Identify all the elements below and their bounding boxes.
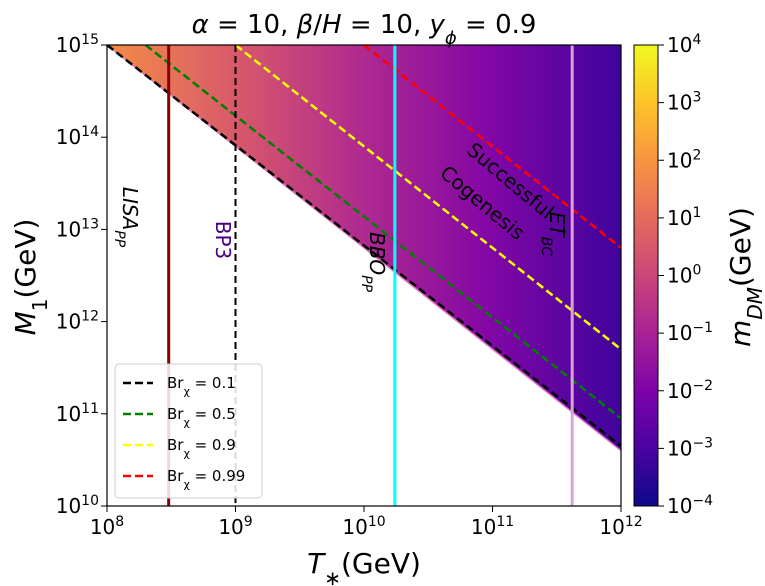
colorbar [633, 44, 659, 507]
legend-entry: Brχ = 0.5 [167, 405, 236, 429]
colorbar-ticks: 104 103 102 101 100 10−1 10−2 10−3 10−4 [658, 32, 713, 518]
legend-entry: Brχ = 0.1 [167, 374, 236, 398]
x-axis-label: T∗(GeV) [307, 547, 421, 586]
colorbar-tick-label: 10−2 [667, 378, 713, 403]
y-tick-label: 1014 [56, 124, 99, 149]
plot-area [107, 45, 621, 506]
x-tick-label: 108 [90, 514, 124, 539]
series-line-br-0-99 [363, 45, 621, 249]
annotation-et: ETBC [538, 212, 569, 256]
x-tick-label: 1011 [471, 514, 514, 539]
legend-box [114, 363, 263, 499]
annotation-bbo: BBOPP [358, 232, 389, 293]
colorbar-tick-label: 10−1 [667, 320, 713, 345]
series-line-br-0-1 [107, 45, 621, 448]
legend-entry: Brχ = 0.9 [167, 436, 236, 460]
x-axis-ticks: 108 109 1010 1011 1012 [90, 506, 643, 539]
annotation-lisa: LISAPP [111, 187, 142, 248]
y-axis-ticks: 1010 1011 1012 1013 1014 1015 [56, 32, 107, 518]
legend: Brχ = 0.1 Brχ = 0.5 Brχ = 0.9 Brχ = 0.99 [114, 363, 263, 499]
annotation-bp3: BP3 [211, 221, 235, 260]
x-tick-label: 1012 [599, 514, 642, 539]
y-tick-label: 1012 [56, 309, 99, 334]
series-lines [107, 45, 621, 448]
colorbar-tick-label: 101 [667, 205, 701, 230]
series-line-br-0-9 [234, 45, 621, 351]
colorbar-tick-label: 104 [667, 32, 701, 57]
y-tick-label: 1010 [56, 493, 99, 518]
chart-title: α = 10, β/H = 10, yϕ = 0.9 [192, 10, 537, 49]
colorbar-label: mDM(GeV) [724, 207, 765, 347]
colorbar-tick-label: 103 [667, 90, 701, 115]
colorbar-tick-label: 102 [667, 147, 701, 172]
series-line-br-0-5 [144, 45, 621, 420]
legend-entry: Brχ = 0.99 [167, 467, 245, 491]
colorbar-tick-label: 10−4 [667, 493, 713, 518]
colorbar-tick-label: 10−3 [667, 435, 713, 460]
y-tick-label: 1015 [56, 32, 99, 57]
y-tick-label: 1013 [56, 216, 99, 241]
y-axis-label: M1(GeV) [9, 219, 52, 336]
colorbar-tick-label: 100 [667, 263, 701, 288]
x-tick-label: 109 [218, 514, 252, 539]
x-tick-label: 1010 [342, 514, 385, 539]
y-tick-label: 1011 [56, 401, 99, 426]
